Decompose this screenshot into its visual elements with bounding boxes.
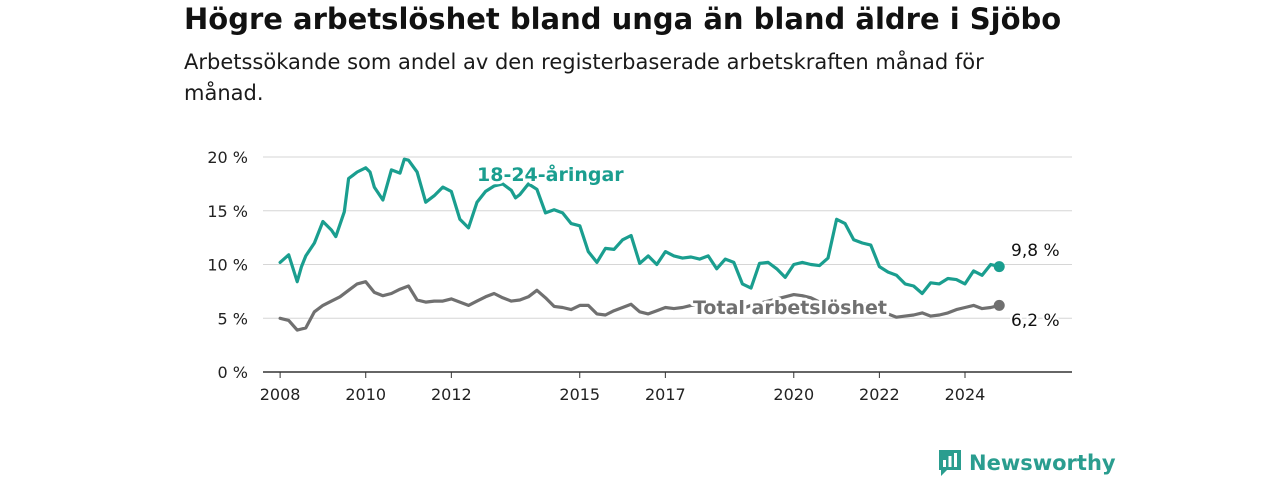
x-tick-label: 2020 [773,385,814,404]
newsworthy-logo: Newsworthy [937,448,1116,478]
x-tick-label: 2010 [345,385,386,404]
series-name-label-0: 18-24-åringar [477,162,624,186]
y-tick-label: 15 % [207,202,248,221]
series-end-label-0: 9,8 % [1011,241,1060,261]
x-tick-label: 2015 [559,385,600,404]
x-tick-label: 2022 [859,385,900,404]
series-end-point-0 [993,261,1005,273]
y-tick-label: 0 % [218,363,248,382]
series-labels: 18-24-åringar Total arbetslöshet 9,8 % 6,2 … [474,159,1062,333]
series-line-1 [278,280,1001,332]
x-tick-label: 2024 [945,385,986,404]
y-tick-label: 5 % [218,309,248,328]
chart-subtitle: Arbetssökande som andel av den registerb… [184,50,984,105]
x-tick-label: 2017 [645,385,686,404]
series-lines [278,157,1005,332]
series-line-0 [278,157,1001,296]
grid-lines [263,156,1072,319]
series-name-label-1: Total arbetslöshet [693,297,887,319]
newsworthy-chart-icon [939,450,961,476]
chart-title: Högre arbetslöshet bland unga än bland ä… [184,2,1062,36]
brand-name: Newsworthy [969,451,1116,475]
y-axis-ticks: 0 % 5 % 10 % 15 % 20 % [207,148,248,382]
x-axis-ticks: 2008 2010 2012 2015 2017 2020 2022 2024 [260,372,986,404]
y-tick-label: 20 % [207,148,248,167]
x-tick-label: 2012 [431,385,472,404]
x-tick-label: 2008 [260,385,301,404]
y-tick-label: 10 % [207,256,248,275]
series-end-label-1: 6,2 % [1011,311,1060,331]
series-end-point-1 [993,299,1005,311]
